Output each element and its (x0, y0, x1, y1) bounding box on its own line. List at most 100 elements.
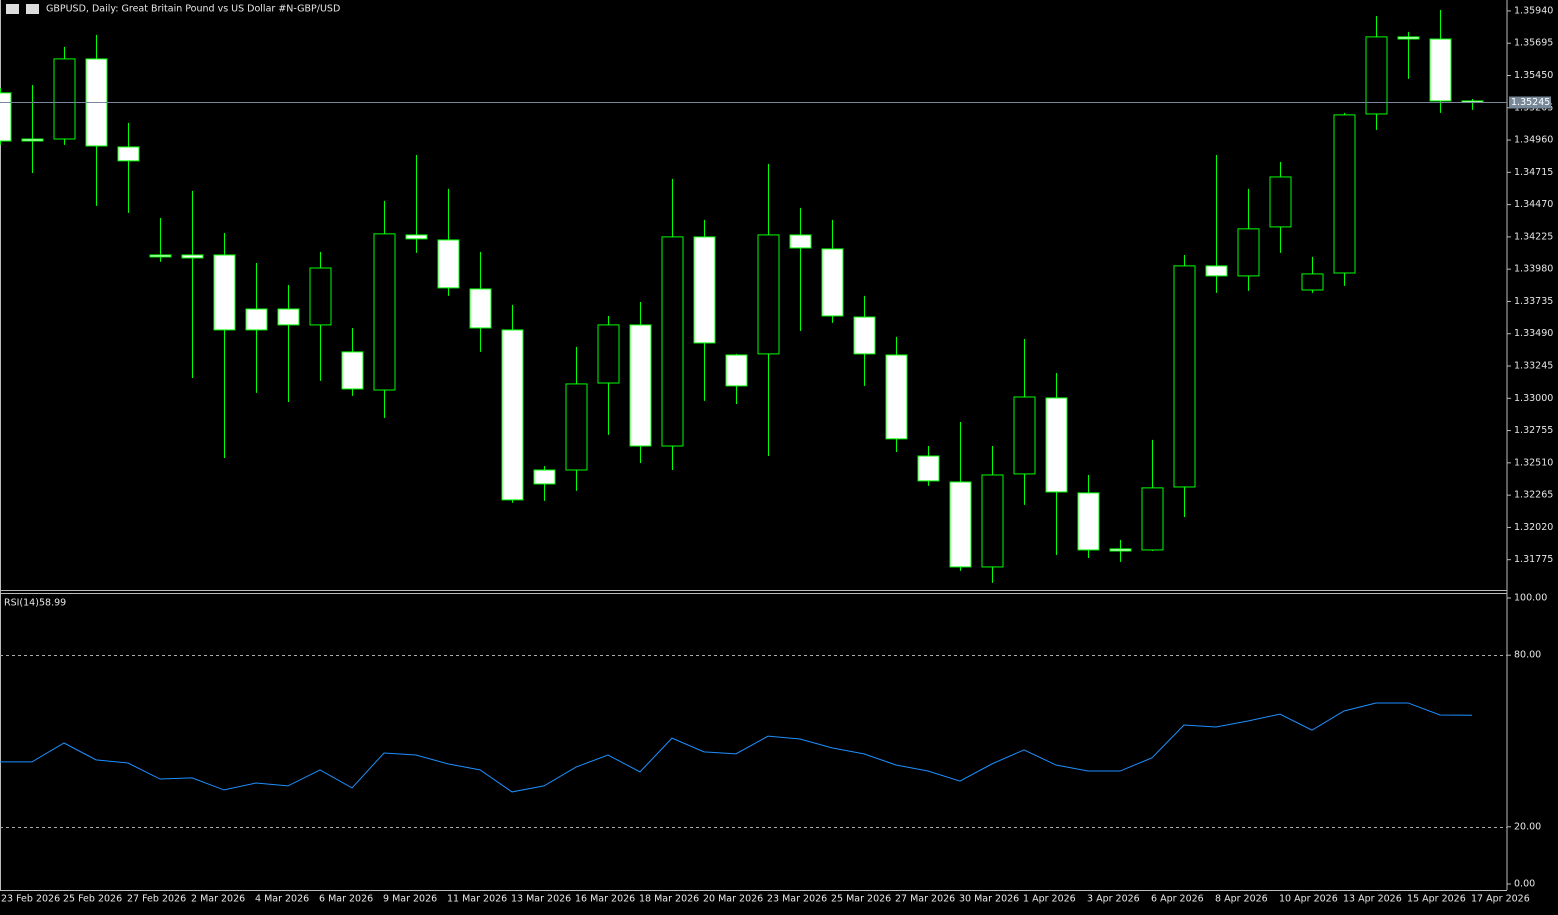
y-tick-label: 1.33980 (1514, 264, 1553, 275)
candle-body (725, 354, 748, 387)
x-tick-label: 4 Mar 2026 (255, 894, 309, 905)
candle-body (181, 254, 204, 259)
candle-body (1365, 36, 1388, 115)
candle-body (1173, 265, 1196, 488)
x-tick-label: 23 Mar 2026 (767, 894, 827, 905)
x-tick-label: 25 Feb 2026 (63, 894, 122, 905)
y-tick-label: 1.34715 (1514, 167, 1553, 178)
chart-title: GBPUSD, Daily: Great Britain Pound vs US… (46, 4, 340, 15)
candle-body (693, 236, 716, 344)
y-tick-label: 0.00 (1514, 879, 1535, 890)
candle-body (1237, 228, 1260, 277)
candle-body (533, 469, 556, 485)
x-tick-label: 25 Mar 2026 (831, 894, 891, 905)
candle-body (245, 308, 268, 331)
candle-body (373, 233, 396, 391)
candle-body (789, 234, 812, 249)
candle-body (917, 455, 940, 482)
candle-body (0, 92, 12, 142)
candle-body (117, 146, 140, 162)
candle-body (309, 267, 332, 326)
x-tick-label: 17 Apr 2026 (1471, 894, 1530, 905)
x-tick-label: 6 Mar 2026 (319, 894, 373, 905)
y-tick-label: 1.35450 (1514, 70, 1553, 81)
x-tick-label: 13 Apr 2026 (1343, 894, 1402, 905)
y-tick-label: 1.32510 (1514, 457, 1553, 468)
candle-body (885, 354, 908, 440)
candle-body (565, 383, 588, 471)
candle-body (1013, 396, 1036, 475)
y-tick-label: 1.34470 (1514, 199, 1553, 210)
y-tick-label: 100.00 (1514, 593, 1547, 604)
x-tick-label: 20 Mar 2026 (703, 894, 763, 905)
y-tick-label: 1.35940 (1514, 5, 1553, 16)
candle-body (629, 324, 652, 447)
rsi-line (0, 702, 1473, 793)
y-tick-label: 1.33000 (1514, 393, 1553, 404)
candle-body (437, 239, 460, 289)
y-tick-label: 1.32265 (1514, 490, 1553, 501)
y-tick-label: 1.33735 (1514, 296, 1553, 307)
x-tick-label: 13 Mar 2026 (511, 894, 571, 905)
candle-body (1301, 273, 1324, 291)
candle-body (597, 324, 620, 384)
y-tick-label: 1.31775 (1514, 554, 1553, 565)
y-tick-label: 80.00 (1514, 650, 1541, 661)
x-tick-label: 1 Apr 2026 (1023, 894, 1076, 905)
x-tick-label: 6 Apr 2026 (1151, 894, 1204, 905)
candle-body (53, 58, 76, 140)
x-tick-label: 30 Mar 2026 (959, 894, 1019, 905)
x-tick-label: 16 Mar 2026 (575, 894, 635, 905)
candle-body (277, 308, 300, 326)
y-tick-label: 20.00 (1514, 821, 1541, 832)
last-price-box (1509, 96, 1551, 109)
last-price-label: 1.35245 (1511, 97, 1550, 108)
candle-body (1077, 492, 1100, 551)
x-tick-label: 9 Mar 2026 (383, 894, 437, 905)
candle-body (821, 248, 844, 317)
candle-body (661, 236, 684, 447)
candle-body (1045, 397, 1068, 493)
candle-body (149, 254, 172, 258)
x-tick-label: 2 Mar 2026 (191, 894, 245, 905)
x-tick-label: 10 Apr 2026 (1279, 894, 1338, 905)
candle-body (1141, 487, 1164, 551)
candle-body (21, 138, 44, 142)
candle-body (1429, 38, 1452, 102)
y-tick-label: 1.34960 (1514, 135, 1553, 146)
x-tick-label: 11 Mar 2026 (447, 894, 507, 905)
candle-body (501, 329, 524, 501)
symbol-icons (6, 4, 39, 14)
candle-body (1205, 265, 1228, 277)
candle-body (757, 234, 780, 355)
candle-body (341, 351, 364, 390)
candle-body (949, 481, 972, 568)
candle-body (405, 234, 428, 240)
y-tick-label: 1.32755 (1514, 425, 1553, 436)
indicator-title: RSI(14) (4, 598, 39, 609)
y-tick-label: 1.33490 (1514, 328, 1553, 339)
candles (0, 9, 1484, 583)
candle-body (1269, 176, 1292, 228)
x-tick-label: 27 Mar 2026 (895, 894, 955, 905)
candle-body (1333, 114, 1356, 274)
x-tick-label: 8 Apr 2026 (1215, 894, 1268, 905)
candle-body (853, 316, 876, 355)
candle-body (981, 474, 1004, 568)
x-tick-label: 3 Apr 2026 (1087, 894, 1140, 905)
x-tick-label: 18 Mar 2026 (639, 894, 699, 905)
candle-body (1397, 36, 1420, 40)
y-tick-label: 1.32020 (1514, 522, 1553, 533)
indicator-value: 58.99 (39, 598, 66, 609)
icon (6, 4, 19, 14)
candle-body (469, 288, 492, 329)
y-tick-label: 1.34225 (1514, 231, 1553, 242)
y-tick-label: 1.33245 (1514, 361, 1553, 372)
icon (26, 4, 39, 14)
y-tick-label: 1.35695 (1514, 38, 1553, 49)
candle-body (1109, 548, 1132, 552)
x-tick-label: 15 Apr 2026 (1407, 894, 1466, 905)
